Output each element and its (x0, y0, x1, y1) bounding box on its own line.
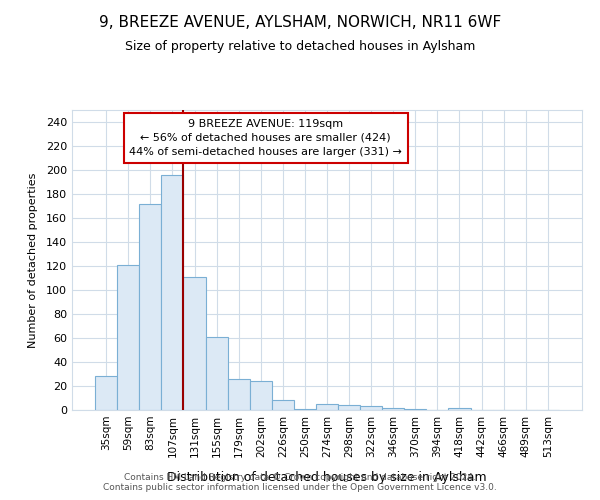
Text: Contains HM Land Registry data © Crown copyright and database right 2024.: Contains HM Land Registry data © Crown c… (124, 474, 476, 482)
Bar (206, 337, 227, 410)
Y-axis label: Number of detached properties: Number of detached properties (28, 172, 38, 348)
Bar (360, 406, 382, 410)
Bar (382, 408, 404, 410)
Bar (95, 376, 117, 410)
Bar (139, 204, 161, 410)
Text: Size of property relative to detached houses in Aylsham: Size of property relative to detached ho… (125, 40, 475, 53)
X-axis label: Distribution of detached houses by size in Aylsham: Distribution of detached houses by size … (167, 471, 487, 484)
Bar (294, 409, 316, 410)
Text: Contains public sector information licensed under the Open Government Licence v3: Contains public sector information licen… (103, 484, 497, 492)
Bar (404, 409, 427, 410)
Bar (338, 405, 360, 410)
Text: 9, BREEZE AVENUE, AYLSHAM, NORWICH, NR11 6WF: 9, BREEZE AVENUE, AYLSHAM, NORWICH, NR11… (99, 15, 501, 30)
Bar (161, 175, 184, 410)
Bar (272, 400, 294, 410)
Text: 9 BREEZE AVENUE: 119sqm
← 56% of detached houses are smaller (424)
44% of semi-d: 9 BREEZE AVENUE: 119sqm ← 56% of detache… (130, 119, 402, 157)
Bar (117, 265, 139, 410)
Bar (250, 381, 272, 410)
Bar (227, 379, 250, 410)
Bar (316, 404, 338, 410)
Bar (448, 408, 470, 410)
Bar (184, 277, 206, 410)
